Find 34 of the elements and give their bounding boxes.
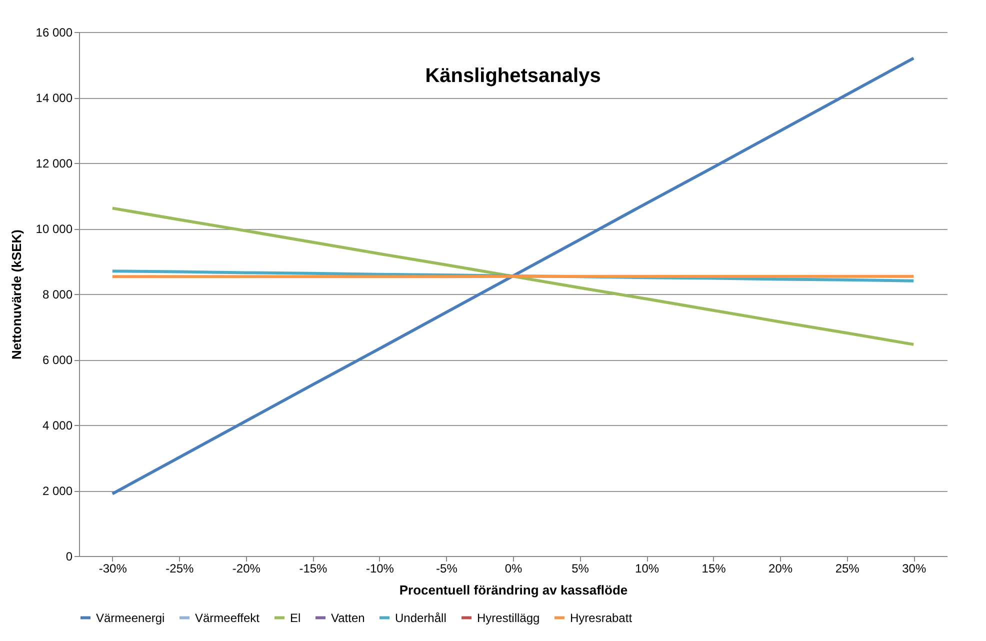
- legend-label: Hyresrabatt: [570, 610, 633, 625]
- y-tick-label: 4 000: [42, 418, 73, 432]
- x-tick-label: -5%: [436, 562, 458, 576]
- legend-label: Hyrestillägg: [477, 610, 540, 625]
- legend-label: El: [290, 610, 301, 625]
- legend-label: Värmeeffekt: [195, 610, 260, 625]
- legend-label: Värmeenergi: [96, 610, 165, 625]
- line-series: [110, 206, 916, 346]
- y-tick-label: 14 000: [36, 91, 73, 105]
- y-tick-label: 10 000: [36, 222, 73, 236]
- x-tick-label: 30%: [902, 562, 926, 576]
- x-tick-label: -15%: [299, 562, 328, 576]
- text: Känslighetsanalys: [425, 65, 601, 87]
- y-tick-label: 2 000: [42, 484, 73, 498]
- x-axis-title: Procentuell förändring av kassaflöde: [399, 582, 628, 598]
- line-series: [110, 56, 916, 496]
- legend-label: Vatten: [331, 610, 365, 625]
- x-tick-label: -30%: [98, 562, 128, 576]
- x-tick-label: 5%: [572, 562, 590, 576]
- x-tick-label: -10%: [366, 562, 394, 576]
- x-tick-label: 15%: [702, 562, 726, 576]
- x-tick-label: 0%: [504, 562, 522, 576]
- legend-label: Underhåll: [395, 610, 446, 625]
- x-tick-label: 20%: [768, 562, 793, 576]
- y-tick-label: 6 000: [42, 353, 73, 367]
- x-tick-label: 10%: [635, 562, 660, 576]
- y-tick-label: 0: [66, 550, 73, 564]
- y-axis-title: Nettonuvärde (kSEK): [8, 229, 24, 360]
- y-tick-label: 12 000: [36, 156, 73, 170]
- x-tick-label: -20%: [232, 562, 261, 576]
- x-tick-label: 25%: [835, 562, 860, 576]
- x-tick-label: -25%: [166, 562, 194, 576]
- y-tick-label: 8 000: [42, 288, 73, 302]
- y-tick-label: 16 000: [36, 26, 73, 40]
